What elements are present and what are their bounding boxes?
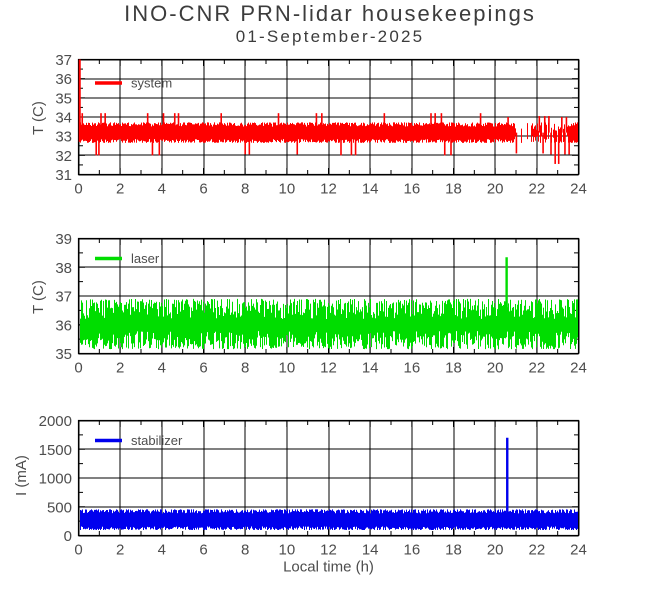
plot-system-legend-label: system (131, 76, 172, 91)
plot-stabilizer-xtick-label: 18 (445, 542, 462, 559)
plot-laser-xtick-label: 6 (199, 360, 207, 377)
plot-laser-axes-box (77, 237, 580, 355)
plot-system-xtick-label: 10 (278, 181, 295, 198)
plot-laser-xtick-label: 2 (116, 360, 124, 377)
plot-stabilizer-xtick-label: 20 (487, 542, 504, 559)
plot-system-xtick-label: 20 (487, 181, 504, 198)
plot-system-ytick-label: 34 (55, 110, 72, 127)
plot-laser-xtick-label: 4 (158, 360, 166, 377)
plot-system-ytick-label: 35 (55, 90, 72, 107)
plot-laser-xtick-label: 0 (74, 360, 82, 377)
plot-stabilizer-xtick-label: 22 (528, 542, 545, 559)
plot-system-y-axis-title: T (C) (30, 101, 47, 135)
plot-laser-xtick-label: 16 (403, 360, 420, 377)
plot-stabilizer-axes-box (77, 419, 580, 537)
plot-system-ytick-label: 31 (55, 167, 72, 184)
plot-stabilizer-xtick-label: 24 (570, 542, 587, 559)
figure-title: INO-CNR PRN-lidar housekeepings (124, 1, 536, 26)
plot-stabilizer-ytick-label: 1500 (39, 442, 72, 459)
plot-stabilizer-y-axis-title: I (mA) (13, 455, 30, 496)
plot-laser-ytick-label: 39 (55, 231, 72, 248)
plot-system-ytick-label: 33 (55, 129, 72, 146)
plot-system-xtick-label: 14 (362, 181, 379, 198)
plot-system-ytick-label: 36 (55, 71, 72, 88)
plot-laser-xtick-label: 24 (570, 360, 587, 377)
plot-system-axes-box (77, 58, 580, 176)
plot-stabilizer-legend-label: stabilizer (131, 433, 183, 448)
plot-stabilizer-xtick-label: 12 (320, 542, 337, 559)
plot-laser-xtick-label: 12 (320, 360, 337, 377)
x-axis-title: Local time (h) (283, 559, 374, 576)
plot-system-xtick-label: 4 (158, 181, 166, 198)
plot-stabilizer-ytick-label: 2000 (39, 413, 72, 430)
plot-system-xtick-label: 0 (74, 181, 82, 198)
plot-laser-y-axis-title: T (C) (30, 280, 47, 314)
plot-stabilizer-xtick-label: 14 (362, 542, 379, 559)
plot-laser-legend-label: laser (131, 251, 160, 266)
plot-stabilizer-ytick-label: 500 (47, 499, 72, 516)
plot-stabilizer-xtick-label: 16 (403, 542, 420, 559)
plot-laser-xtick-label: 18 (445, 360, 462, 377)
plot-system-xtick-label: 12 (320, 181, 337, 198)
plot-laser-xtick-label: 20 (487, 360, 504, 377)
plot-stabilizer-xtick-label: 0 (74, 542, 82, 559)
plot-stabilizer-ytick-label: 0 (64, 528, 72, 545)
plot-stabilizer-xtick-label: 6 (199, 542, 207, 559)
plot-system-ytick-label: 37 (55, 52, 72, 69)
plot-system-xtick-label: 24 (570, 181, 587, 198)
plot-system-xtick-label: 2 (116, 181, 124, 198)
plot-stabilizer-xtick-label: 8 (241, 542, 249, 559)
plot-system-xtick-label: 22 (528, 181, 545, 198)
figure-date: 01-September-2025 (235, 27, 425, 46)
plot-laser-xtick-label: 14 (362, 360, 379, 377)
plot-laser-xtick-label: 10 (278, 360, 295, 377)
plot-system-ytick-label: 32 (55, 148, 72, 165)
plot-system-xtick-label: 16 (403, 181, 420, 198)
plot-stabilizer-xtick-label: 2 (116, 542, 124, 559)
plot-laser-xtick-label: 22 (528, 360, 545, 377)
plot-stabilizer-ytick-label: 1000 (39, 471, 72, 488)
plot-system-xtick-label: 6 (199, 181, 207, 198)
plot-laser-xtick-label: 8 (241, 360, 249, 377)
plot-laser-ytick-label: 36 (55, 317, 72, 334)
plot-stabilizer-xtick-label: 4 (158, 542, 166, 559)
plot-system-xtick-label: 8 (241, 181, 249, 198)
plot-stabilizer-xtick-label: 10 (278, 542, 295, 559)
plot-laser-ytick-label: 38 (55, 260, 72, 277)
plot-laser-ytick-label: 35 (55, 346, 72, 363)
plot-laser-ytick-label: 37 (55, 289, 72, 306)
plot-system-xtick-label: 18 (445, 181, 462, 198)
